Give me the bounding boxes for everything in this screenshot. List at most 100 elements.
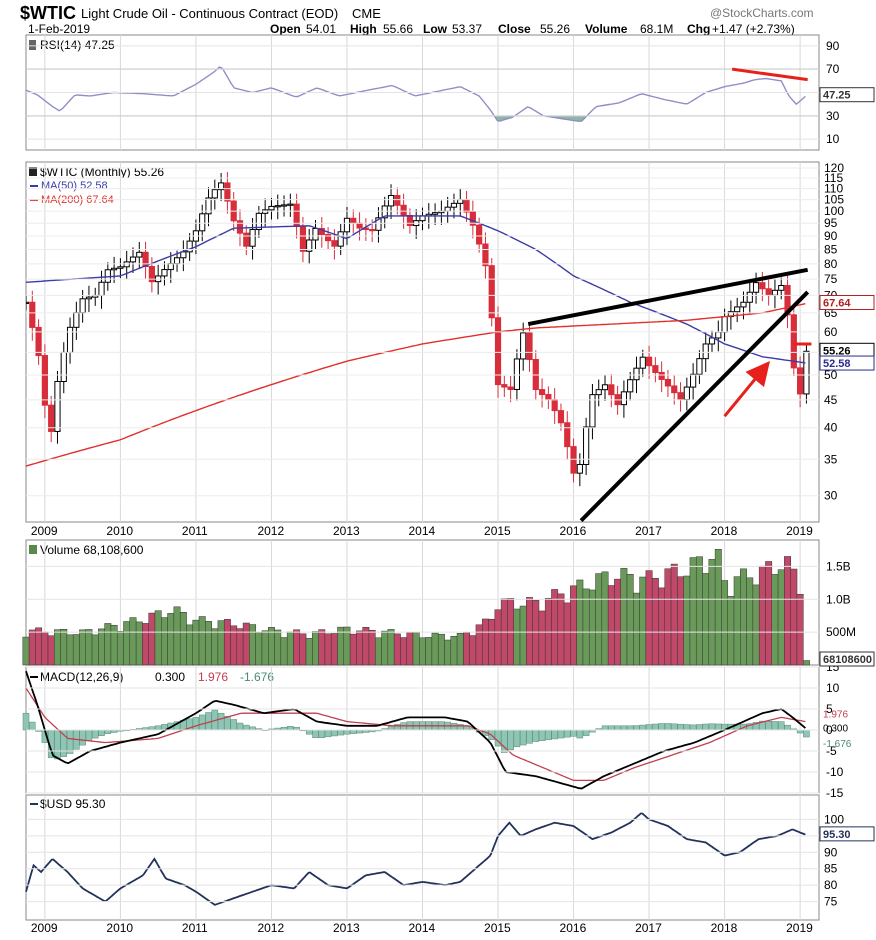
- volume-bar: [570, 585, 577, 666]
- macd-histogram-bar: [702, 723, 709, 731]
- price-tick-label: 120: [824, 161, 844, 175]
- volume-bar: [268, 627, 275, 666]
- x-axis-label: 2010: [106, 524, 133, 538]
- candle-body: [148, 266, 155, 283]
- candle-body: [759, 282, 766, 290]
- candle-body: [243, 232, 250, 247]
- volume-bar: [249, 624, 257, 666]
- volume-bar: [167, 613, 175, 666]
- svg-text:MACD(12,26,9): MACD(12,26,9): [40, 670, 123, 684]
- volume-bar: [123, 621, 131, 666]
- candle-body: [337, 231, 344, 247]
- x-axis-label: 2013: [333, 524, 360, 538]
- price-tick-label: 110: [824, 182, 843, 196]
- candle-body: [482, 243, 489, 267]
- volume-bar: [274, 629, 282, 666]
- candle-body: [431, 212, 439, 215]
- volume-bar: [79, 629, 87, 666]
- open-label: Open: [270, 22, 301, 36]
- volume-value: 68.1M: [640, 22, 673, 36]
- volume-bar: [261, 630, 269, 666]
- macd-histogram-bar: [771, 721, 779, 731]
- volume-bar: [54, 629, 61, 666]
- x-axis-label: 2019: [786, 524, 813, 538]
- volume-bar: [60, 629, 68, 666]
- macd-histogram-bar: [551, 729, 558, 740]
- volume-bar: [488, 618, 496, 666]
- x-axis-label: 2017: [635, 921, 662, 935]
- bounce-arrow: [723, 360, 770, 418]
- volume-bar: [419, 637, 426, 666]
- volume-bar: [582, 588, 590, 666]
- macd-histogram-bar: [305, 729, 313, 735]
- macd-histogram-bar: [639, 724, 647, 731]
- ma200-value-badge: 67.64: [823, 298, 851, 310]
- rsi-value-badge-box: [819, 87, 875, 103]
- macd-histogram-bar: [85, 729, 93, 742]
- volume-bar: [456, 633, 464, 666]
- volume-bar: [286, 631, 294, 666]
- candle-body: [350, 217, 357, 224]
- candle-body: [400, 204, 407, 216]
- macd-histogram-bar: [230, 719, 237, 731]
- x-axis-label: 2017: [635, 524, 662, 538]
- volume-bar: [689, 557, 697, 666]
- candle-body: [444, 206, 451, 212]
- x-axis-label: 2012: [257, 524, 284, 538]
- volume-bar: [576, 579, 584, 666]
- candle-body: [507, 386, 514, 390]
- volume-bar: [614, 578, 622, 666]
- volume-bar: [192, 619, 200, 666]
- volume-bar: [645, 570, 653, 666]
- candle-body: [35, 326, 42, 357]
- candle-body: [488, 265, 495, 319]
- candle-body: [740, 301, 747, 308]
- macd-histogram-bar: [343, 729, 351, 735]
- volume-bar: [211, 628, 219, 666]
- volume-bar: [513, 608, 521, 666]
- candle-body: [268, 205, 275, 211]
- volume-bar: [771, 574, 779, 666]
- volume-value-badge-box: [819, 651, 875, 667]
- x-axis-label: 2019: [786, 921, 813, 935]
- volume-bar: [368, 629, 376, 666]
- volume-bar: [85, 629, 93, 666]
- close-value: 55.26: [540, 22, 570, 36]
- candle-body: [564, 422, 571, 448]
- usd-line: [25, 812, 806, 906]
- volume-bar: [721, 580, 729, 666]
- macd-histogram-bar: [601, 725, 609, 731]
- candle-body: [123, 261, 130, 268]
- candle-body: [645, 356, 653, 367]
- candle-body: [79, 298, 86, 314]
- volume-label: Volume: [585, 22, 628, 36]
- volume-bar: [72, 634, 80, 666]
- volume-bar: [481, 618, 489, 666]
- candle-body: [589, 394, 596, 428]
- candle-body: [627, 379, 634, 393]
- volume-bar: [236, 628, 244, 666]
- volume-bar: [765, 561, 773, 666]
- high-label: High: [350, 22, 377, 36]
- volume-bar: [519, 605, 527, 666]
- macd-line: [25, 670, 806, 790]
- volume-bar: [312, 631, 319, 666]
- svg-text:Volume 68,108,600: Volume 68,108,600: [40, 543, 144, 557]
- volume-bar: [135, 621, 143, 666]
- candle-body: [173, 257, 181, 265]
- volume-bar: [381, 630, 389, 666]
- volume-bar: [450, 635, 458, 666]
- macd-title: MACD(12,26,9) 0.300 1.976 -1.676: [30, 670, 274, 684]
- macd-histogram-bar: [243, 724, 250, 731]
- candle-body: [343, 217, 351, 233]
- volume-bar: [740, 568, 747, 666]
- candle-body: [601, 384, 609, 391]
- price-tick-label: 35: [824, 452, 838, 466]
- close-value-badge: 55.26: [823, 345, 851, 357]
- volume-bar: [280, 637, 288, 666]
- upper-trendline: [527, 267, 809, 327]
- price-tick-label: 75: [824, 272, 838, 286]
- volume-bar: [664, 568, 672, 666]
- volume-bar: [557, 593, 565, 666]
- candle-body: [218, 182, 225, 191]
